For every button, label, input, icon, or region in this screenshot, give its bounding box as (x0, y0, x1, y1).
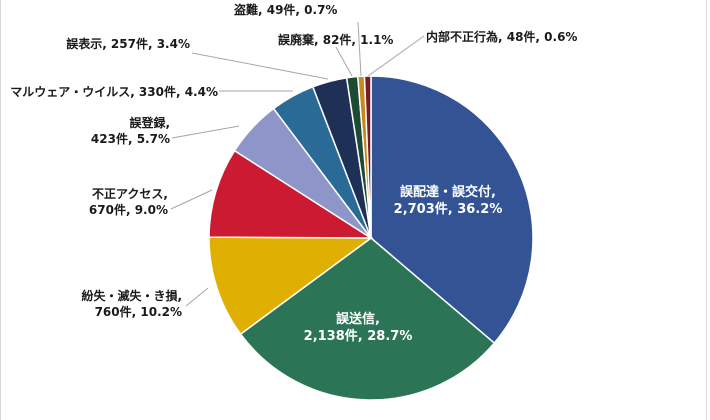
slice-label-10: 内部不正行為, 48件, 0.6% (426, 29, 577, 44)
pie-slice-1 (370, 75, 534, 345)
slice-label-9: 盗難, 49件, 0.7% (234, 2, 337, 17)
pie-slice-10 (363, 75, 372, 239)
slice-label-2: 誤送信, 2,138件, 28.7% (304, 311, 413, 344)
leader-line-10 (367, 35, 425, 77)
leader-line-3 (185, 287, 209, 307)
slice-label-1: 誤配達・誤交付, 2,703件, 36.2% (394, 184, 503, 217)
frame-border-right (706, 0, 707, 420)
leader-line-9 (357, 21, 362, 77)
slice-label-4: 不正アクセス, 670件, 9.0% (89, 187, 168, 217)
slice-label-5: 誤登録, 423件, 5.7% (91, 115, 170, 146)
leader-line-7 (191, 52, 329, 80)
slice-label-6: マルウェア・ウイルス, 330件, 4.4% (10, 84, 218, 99)
leader-line-8 (335, 46, 353, 77)
pie-slice-3 (208, 236, 374, 336)
pie-slice-4 (208, 149, 374, 239)
slice-label-8: 誤廃棄, 82件, 1.1% (278, 32, 393, 47)
leader-line-5 (171, 125, 240, 139)
slice-label-3: 紛失・滅失・き損, 760件, 10.2% (81, 288, 182, 319)
slice-label-7: 誤表示, 257件, 3.4% (66, 36, 190, 51)
leader-line-4 (170, 189, 213, 210)
frame-border-left (0, 0, 1, 420)
pie-slice-2 (239, 237, 496, 401)
